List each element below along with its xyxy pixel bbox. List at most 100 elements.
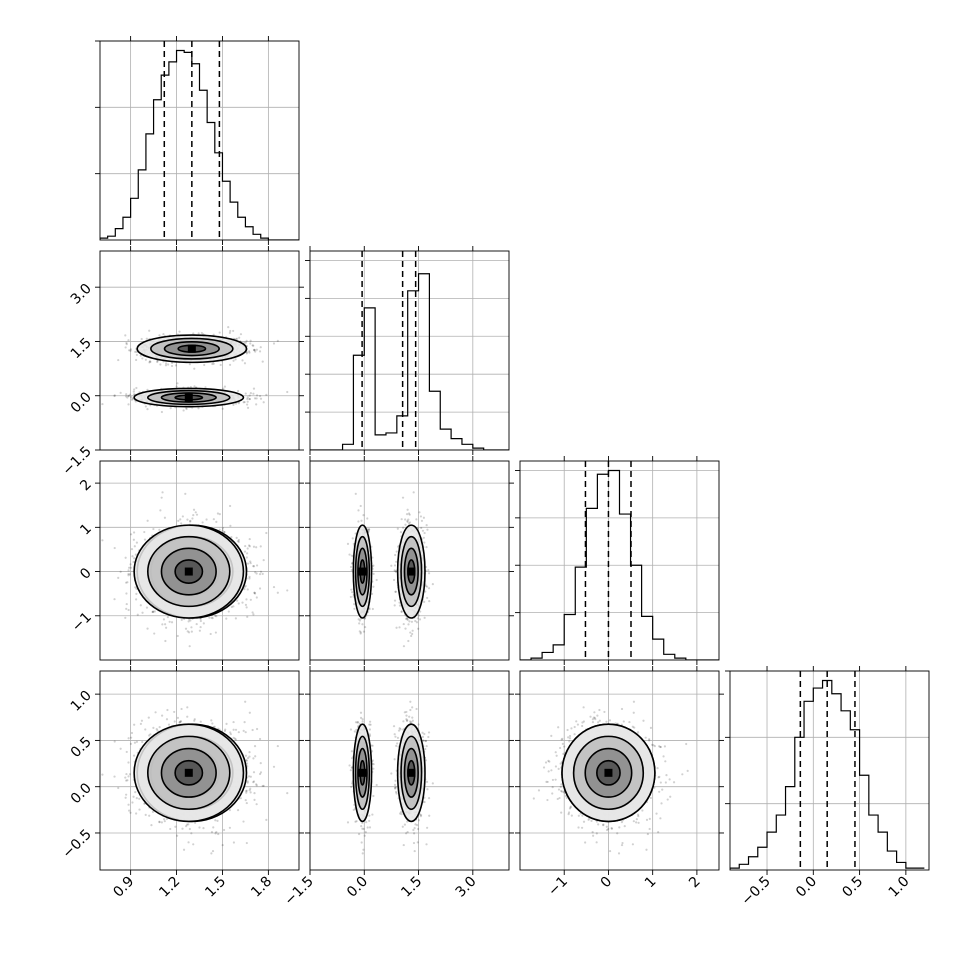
contour-line <box>174 559 204 584</box>
sample-point <box>119 570 122 573</box>
sample-point <box>246 396 249 399</box>
sample-point <box>195 622 198 626</box>
sample-point <box>358 622 361 625</box>
sample-point <box>262 559 265 562</box>
sample-point <box>164 639 167 643</box>
histogram-step-line <box>100 49 299 240</box>
sample-point <box>236 540 240 543</box>
sample-point <box>259 346 262 349</box>
sample-point <box>246 562 250 565</box>
sample-point <box>228 331 231 334</box>
sample-point <box>228 504 232 508</box>
sample-point <box>372 564 375 567</box>
sample-point <box>244 584 247 588</box>
sample-point <box>165 626 168 629</box>
sample-point <box>189 520 192 523</box>
sample-point <box>400 610 403 613</box>
sample-point <box>125 343 128 346</box>
sample-point <box>258 573 262 576</box>
sample-point <box>185 407 188 411</box>
sample-point <box>153 610 156 613</box>
sample-point <box>424 590 427 593</box>
sample-point <box>210 616 213 619</box>
sample-point <box>113 394 116 397</box>
panel-frame <box>99 40 300 241</box>
sample-point <box>145 337 148 340</box>
sample-point <box>252 565 256 568</box>
sample-point <box>214 631 217 634</box>
sample-point <box>398 604 402 607</box>
scatter-panel-1-0: −1.50.01.53.0 <box>59 246 304 479</box>
sample-point <box>230 535 233 539</box>
sample-point <box>162 618 166 621</box>
sample-point <box>427 572 431 575</box>
sample-point <box>253 348 256 351</box>
sample-point <box>392 578 396 582</box>
sample-point <box>144 405 147 408</box>
sample-point <box>418 618 422 621</box>
sample-point <box>265 393 268 396</box>
sample-point <box>244 392 247 395</box>
sample-point <box>132 560 135 564</box>
sample-point <box>402 622 405 626</box>
sample-point <box>252 348 256 352</box>
sample-point <box>139 604 142 607</box>
sample-point <box>247 544 251 547</box>
sample-point <box>133 545 136 548</box>
sample-point <box>286 390 289 394</box>
sample-point <box>198 629 201 632</box>
sample-point <box>168 620 171 623</box>
panel-frame <box>99 250 300 451</box>
sample-point <box>371 607 374 611</box>
sample-point <box>146 408 149 411</box>
sample-point <box>428 600 431 603</box>
sample-point <box>431 583 434 586</box>
sample-point <box>192 514 195 517</box>
sample-point <box>219 363 222 367</box>
sample-point <box>354 492 357 495</box>
sample-point <box>143 538 147 541</box>
sample-point <box>423 600 426 603</box>
sample-point <box>248 397 251 401</box>
sample-point <box>237 389 240 393</box>
sample-point <box>253 592 257 595</box>
sample-point <box>146 519 149 522</box>
sample-point <box>396 527 399 530</box>
sample-point <box>406 520 409 523</box>
contour-line <box>352 524 373 619</box>
sample-point <box>394 569 397 573</box>
sample-point <box>223 385 227 388</box>
sample-point <box>190 630 193 633</box>
sample-point <box>406 508 409 511</box>
sample-point <box>214 614 217 617</box>
sample-point <box>417 627 420 630</box>
sample-point <box>397 545 400 548</box>
sample-point <box>360 519 363 522</box>
contour-line <box>396 524 426 619</box>
sample-point <box>133 557 136 560</box>
contour-line <box>354 535 371 608</box>
sample-point <box>423 531 426 535</box>
sample-point <box>128 566 131 569</box>
contour-line <box>160 547 217 596</box>
sample-point <box>407 512 411 515</box>
sample-point <box>351 591 354 594</box>
sample-point <box>131 397 134 400</box>
sample-point <box>244 603 248 606</box>
sample-point <box>359 504 362 508</box>
sample-point <box>248 575 251 578</box>
sample-point <box>406 519 409 522</box>
sample-point <box>253 397 257 400</box>
sample-point <box>258 350 262 353</box>
sample-point <box>125 393 128 396</box>
sample-point <box>245 556 248 559</box>
sample-point <box>127 574 130 577</box>
sample-point <box>249 342 252 345</box>
sample-point <box>146 627 149 630</box>
sample-point <box>127 394 130 397</box>
sample-point <box>404 627 407 630</box>
sample-point <box>353 607 356 610</box>
sample-point <box>354 532 357 535</box>
scatter-points <box>101 491 289 648</box>
sample-point <box>390 564 393 567</box>
